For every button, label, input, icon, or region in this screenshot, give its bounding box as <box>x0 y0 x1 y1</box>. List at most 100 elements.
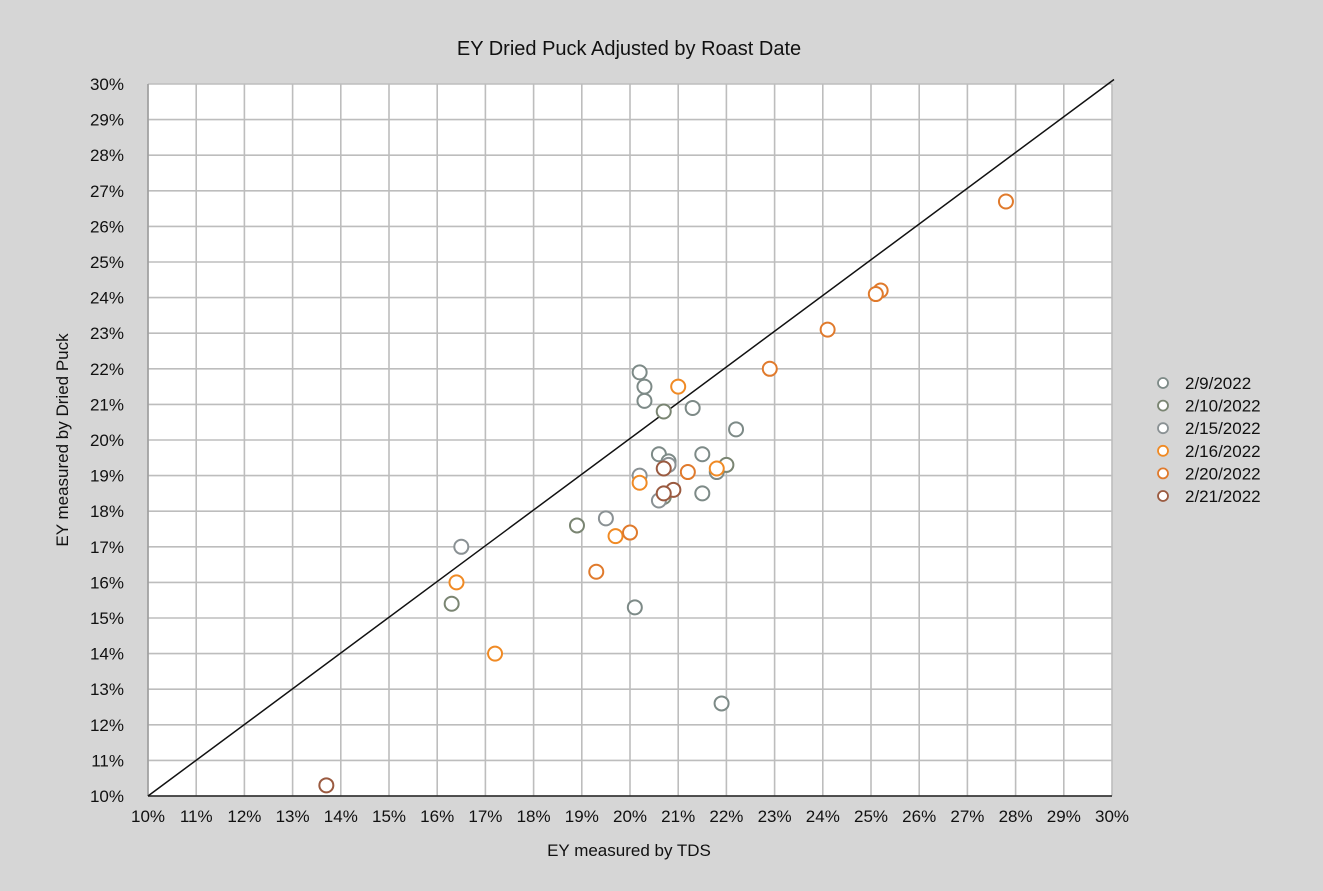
y-tick-label: 12% <box>90 716 124 735</box>
chart-title: EY Dried Puck Adjusted by Roast Date <box>457 38 801 60</box>
x-tick-label: 26% <box>902 807 936 826</box>
x-tick-label: 21% <box>661 807 695 826</box>
data-point <box>997 193 1014 210</box>
y-tick-label: 23% <box>90 324 124 343</box>
y-tick-label: 19% <box>90 467 124 486</box>
x-tick-label: 23% <box>758 807 792 826</box>
y-tick-label: 30% <box>90 75 124 94</box>
legend-marker <box>1157 377 1169 389</box>
x-tick-label: 16% <box>420 807 454 826</box>
data-point <box>636 392 653 409</box>
x-tick-label: 29% <box>1047 807 1081 826</box>
x-tick-label: 10% <box>131 807 165 826</box>
plot-area: 10% 11% 12% 13% 14% 15% 16% 17% 18% 19% 20% 21% 22% 2… <box>90 75 1129 826</box>
data-point <box>761 360 778 377</box>
data-point <box>655 403 672 420</box>
data-point <box>728 421 745 438</box>
legend-item: 2/20/2022 <box>1157 464 1261 483</box>
legend: 2/9/2022 2/10/2022 2/15/2022 2/16/2022 2/20/… <box>1157 374 1261 506</box>
x-tick-label: 27% <box>950 807 984 826</box>
y-tick-label: 26% <box>90 217 124 236</box>
data-point <box>448 574 465 591</box>
legend-item: 2/9/2022 <box>1157 374 1251 393</box>
data-point <box>443 595 460 612</box>
data-point <box>626 599 643 616</box>
legend-label: 2/21/2022 <box>1185 487 1261 506</box>
data-point <box>636 378 653 395</box>
legend-item: 2/15/2022 <box>1157 419 1261 438</box>
series-2-21-2022 <box>318 460 682 794</box>
x-tick-label: 30% <box>1095 807 1129 826</box>
y-tick-label: 17% <box>90 538 124 557</box>
x-tick-label: 12% <box>227 807 261 826</box>
x-tick-label: 13% <box>276 807 310 826</box>
y-tick-label: 20% <box>90 431 124 450</box>
y-tick-label: 25% <box>90 253 124 272</box>
x-tick-label: 19% <box>565 807 599 826</box>
y-tick-label: 11% <box>91 751 124 770</box>
data-point <box>631 474 648 491</box>
legend-item: 2/10/2022 <box>1157 397 1261 416</box>
data-point <box>655 485 672 502</box>
data-point <box>694 485 711 502</box>
x-tick-label: 14% <box>324 807 358 826</box>
data-point <box>568 517 585 534</box>
x-tick-label: 11% <box>180 807 213 826</box>
legend-marker <box>1157 422 1169 435</box>
y-tick-label: 15% <box>90 609 124 628</box>
x-tick-label: 22% <box>709 807 743 826</box>
data-point <box>318 777 335 794</box>
x-tick-label: 24% <box>806 807 840 826</box>
x-tick-label: 28% <box>999 807 1033 826</box>
data-point <box>713 695 730 712</box>
legend-marker <box>1157 444 1169 457</box>
y-tick-label: 27% <box>90 182 124 201</box>
y-tick-label: 22% <box>90 360 124 379</box>
data-point <box>708 460 725 477</box>
data-point <box>597 510 614 527</box>
x-tick-label: 15% <box>372 807 406 826</box>
legend-marker <box>1157 490 1169 502</box>
data-point <box>819 321 836 338</box>
data-point <box>670 378 687 395</box>
y-tick-label: 13% <box>90 680 124 699</box>
y-tick-label: 24% <box>90 289 124 308</box>
y-tick-label: 18% <box>90 502 124 521</box>
data-point <box>694 446 711 463</box>
data-point <box>607 528 624 545</box>
data-point <box>684 399 701 416</box>
y-tick-label: 29% <box>90 111 124 130</box>
legend-item: 2/16/2022 <box>1157 442 1261 461</box>
legend-marker <box>1157 399 1169 412</box>
reference-line <box>147 78 1115 797</box>
legend-label: 2/9/2022 <box>1185 374 1251 393</box>
legend-label: 2/20/2022 <box>1185 464 1261 483</box>
data-point <box>453 538 470 555</box>
x-tick-label: 20% <box>613 807 647 826</box>
y-tick-label: 16% <box>90 573 124 592</box>
x-tick-label: 18% <box>517 807 551 826</box>
y-tick-label: 14% <box>90 645 124 664</box>
legend-label: 2/16/2022 <box>1185 442 1261 461</box>
series-2-16-2022 <box>448 378 725 662</box>
data-point <box>487 645 504 662</box>
legend-marker <box>1157 467 1169 480</box>
data-point <box>631 364 648 381</box>
y-tick-label: 21% <box>90 395 124 414</box>
data-point <box>622 524 638 541</box>
data-point <box>655 460 672 477</box>
series-2-20-2022 <box>588 193 1014 580</box>
y-tick-label: 28% <box>90 146 124 165</box>
y-axis-title: EY measured by Dried Puck <box>53 333 72 547</box>
legend-label: 2/15/2022 <box>1185 419 1261 438</box>
legend-item: 2/21/2022 <box>1157 487 1261 506</box>
x-axis-title: EY measured by TDS <box>547 841 711 860</box>
data-point <box>679 464 696 481</box>
x-tick-label: 25% <box>854 807 888 826</box>
legend-label: 2/10/2022 <box>1185 397 1261 416</box>
data-point <box>867 286 884 303</box>
y-tick-label: 10% <box>90 787 124 806</box>
x-tick-label: 17% <box>468 807 502 826</box>
data-point <box>588 563 605 580</box>
